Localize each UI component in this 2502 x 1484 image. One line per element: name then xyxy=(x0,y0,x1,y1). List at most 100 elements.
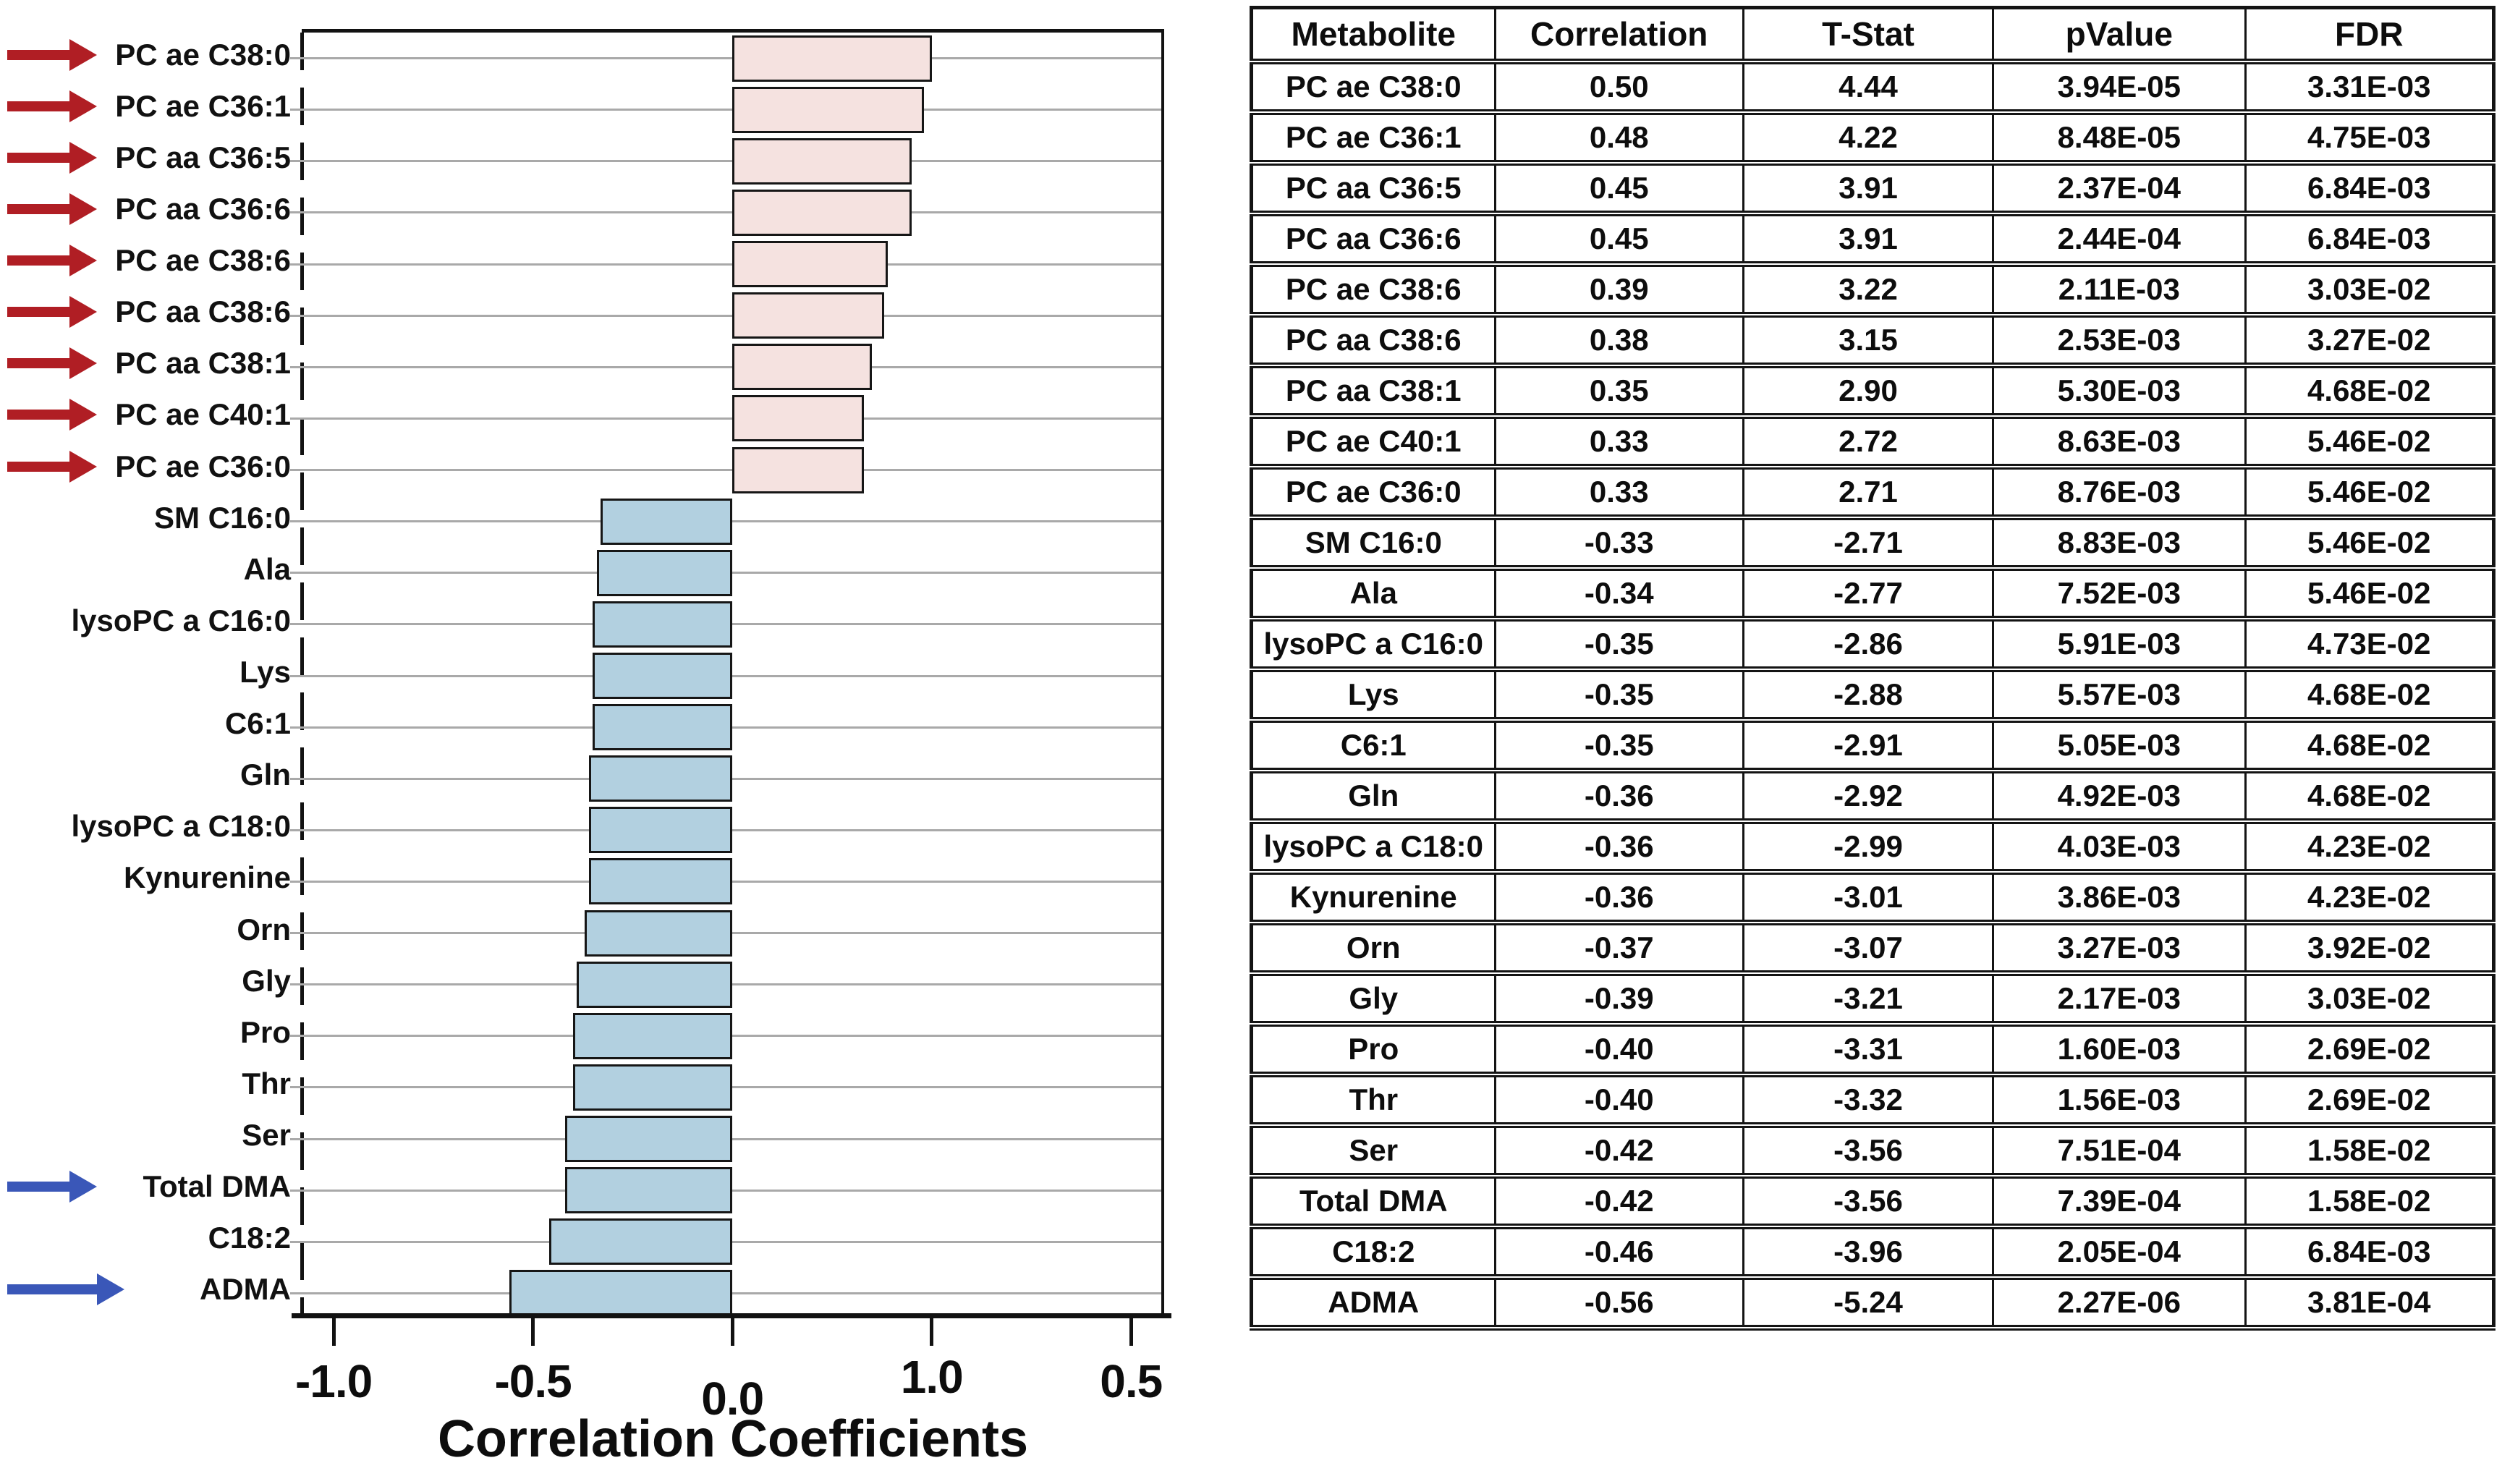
x-axis-tick-label: -0.5 xyxy=(494,1355,572,1407)
red-arrow-icon xyxy=(7,38,97,71)
metabolite-cell: PC ae C40:1 xyxy=(1250,415,1496,467)
value-cell: 4.68E-02 xyxy=(2244,669,2495,720)
bar-PC-ae-C38-6 xyxy=(732,241,889,288)
value-cell: -0.42 xyxy=(1493,1124,1744,1176)
value-cell: 3.91 xyxy=(1742,213,1995,264)
value-cell: -0.46 xyxy=(1493,1226,1744,1277)
table-header-cell-metabolite: Metabolite xyxy=(1250,7,1496,62)
value-cell: 1.58E-02 xyxy=(2244,1124,2495,1176)
metabolite-cell: PC aa C36:6 xyxy=(1250,213,1496,264)
x-axis-tick xyxy=(531,1318,535,1346)
table-row: Thr -0.40 -3.32 1.56E-03 2.69E-02 xyxy=(1250,1074,2495,1125)
metabolite-cell: PC ae C38:0 xyxy=(1250,61,1496,112)
gridline xyxy=(290,57,1161,60)
value-cell: 6.84E-03 xyxy=(2244,213,2495,264)
value-cell: -3.31 xyxy=(1742,1023,1995,1074)
category-label: Ala xyxy=(243,551,291,586)
value-cell: 3.94E-05 xyxy=(1992,61,2247,112)
table-row: Pro -0.40 -3.31 1.60E-03 2.69E-02 xyxy=(1250,1023,2495,1074)
arrow-head xyxy=(69,399,97,431)
table-row: C6:1 -0.35 -2.91 5.05E-03 4.68E-02 xyxy=(1250,719,2495,771)
value-cell: 7.51E-04 xyxy=(1992,1124,2247,1176)
gridline xyxy=(290,365,1161,368)
table-header-cell-fdr: FDR xyxy=(2244,7,2495,62)
table-header-cell-pvalue: pValue xyxy=(1992,7,2247,62)
x-axis-tick xyxy=(331,1318,336,1346)
bar-Orn xyxy=(585,910,733,957)
value-cell: 4.22 xyxy=(1742,111,1995,163)
x-axis-tick-label: 0.0 xyxy=(701,1373,764,1425)
value-cell: 4.92E-03 xyxy=(1992,770,2247,821)
bar-SM-C16-0 xyxy=(601,498,733,545)
value-cell: -0.34 xyxy=(1493,567,1744,619)
category-label: Pro xyxy=(239,1014,291,1049)
value-cell: 5.57E-03 xyxy=(1992,669,2247,720)
value-cell: 3.31E-03 xyxy=(2244,61,2495,112)
value-cell: 0.38 xyxy=(1493,314,1744,365)
value-cell: 4.44 xyxy=(1742,61,1995,112)
table-row: PC ae C36:0 0.33 2.71 8.76E-03 5.46E-02 xyxy=(1250,466,2495,517)
category-label: ADMA xyxy=(200,1272,291,1307)
value-cell: 8.63E-03 xyxy=(1992,415,2247,467)
arrow-head xyxy=(69,1171,97,1203)
arrow-shaft xyxy=(7,461,69,472)
value-cell: 8.48E-05 xyxy=(1992,111,2247,163)
red-arrow-icon xyxy=(7,141,97,174)
bar-C6-1 xyxy=(593,704,733,751)
arrow-shaft xyxy=(7,203,69,214)
bar-Ala xyxy=(596,549,733,596)
value-cell: -0.39 xyxy=(1493,972,1744,1024)
blue-arrow-icon xyxy=(7,1171,97,1203)
blue-arrow-icon xyxy=(7,1273,124,1306)
metabolite-cell: PC aa C38:6 xyxy=(1250,314,1496,365)
value-cell: 4.68E-02 xyxy=(2244,365,2495,416)
arrow-head xyxy=(69,192,97,225)
category-label: PC ae C40:1 xyxy=(115,397,291,432)
bar-lysoPC-a-C18-0 xyxy=(588,807,733,854)
x-axis-tick-label: 0.5 xyxy=(1100,1355,1163,1407)
metabolite-cell: PC ae C38:6 xyxy=(1250,263,1496,315)
value-cell: 0.33 xyxy=(1493,466,1744,517)
bar-Lys xyxy=(593,653,733,699)
arrow-shaft xyxy=(7,255,69,266)
table-row: PC aa C36:6 0.45 3.91 2.44E-04 6.84E-03 xyxy=(1250,213,2495,264)
bar-PC-aa-C38-1 xyxy=(732,344,873,391)
category-label: Gly xyxy=(242,963,291,998)
red-arrow-icon xyxy=(7,90,97,122)
category-label: PC aa C38:1 xyxy=(115,346,291,381)
table-row: Ser -0.42 -3.56 7.51E-04 1.58E-02 xyxy=(1250,1124,2495,1176)
value-cell: 2.53E-03 xyxy=(1992,314,2247,365)
value-cell: 4.68E-02 xyxy=(2244,770,2495,821)
table-row: Gln -0.36 -2.92 4.92E-03 4.68E-02 xyxy=(1250,770,2495,821)
red-arrow-icon xyxy=(7,347,97,380)
bar-PC-aa-C36-6 xyxy=(732,189,912,236)
value-cell: 0.45 xyxy=(1493,162,1744,213)
value-cell: 5.46E-02 xyxy=(2244,517,2495,568)
value-cell: -0.40 xyxy=(1493,1074,1744,1125)
value-cell: 0.48 xyxy=(1493,111,1744,163)
value-cell: 4.68E-02 xyxy=(2244,719,2495,771)
value-cell: 3.86E-03 xyxy=(1992,871,2247,923)
table-header-row: Metabolite Correlation T-Stat pValue FDR xyxy=(1250,7,2495,62)
value-cell: -0.36 xyxy=(1493,871,1744,923)
arrow-shaft xyxy=(7,410,69,420)
metabolite-cell: lysoPC a C16:0 xyxy=(1250,618,1496,669)
bar-Ser xyxy=(564,1116,733,1163)
value-cell: -5.24 xyxy=(1742,1276,1995,1328)
metabolite-cell: Kynurenine xyxy=(1250,871,1496,923)
value-cell: -2.99 xyxy=(1742,821,1995,872)
gridline xyxy=(290,109,1161,111)
bar-PC-aa-C36-5 xyxy=(732,137,912,185)
category-label: Thr xyxy=(242,1066,291,1101)
value-cell: -0.40 xyxy=(1493,1023,1744,1074)
value-cell: 2.69E-02 xyxy=(2244,1023,2495,1074)
table-header-cell-t-stat: T-Stat xyxy=(1742,7,1995,62)
value-cell: 2.05E-04 xyxy=(1992,1226,2247,1277)
value-cell: 2.37E-04 xyxy=(1992,162,2247,213)
value-cell: -2.77 xyxy=(1742,567,1995,619)
table-row: Orn -0.37 -3.07 3.27E-03 3.92E-02 xyxy=(1250,922,2495,973)
value-cell: 2.71 xyxy=(1742,466,1995,517)
value-cell: 3.81E-04 xyxy=(2244,1276,2495,1328)
arrow-shaft xyxy=(7,358,69,369)
